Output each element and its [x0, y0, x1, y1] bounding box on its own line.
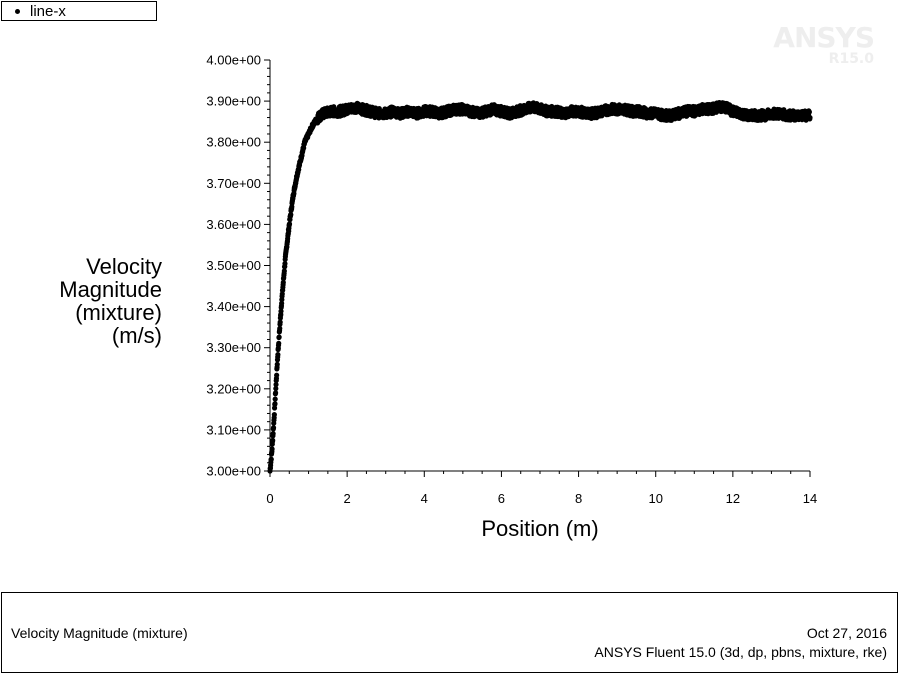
data-point — [274, 361, 280, 367]
ansys-watermark: ANSYS R15.0 — [760, 21, 875, 67]
data-point — [281, 268, 287, 274]
data-point — [273, 390, 279, 396]
x-tick-label: 12 — [726, 491, 740, 506]
y-axis-ticks: 3.00e+00 3.10e+00 3.20e+00 3.30e+00 3.40e+00… — [206, 53, 270, 479]
legend-marker-dot-icon — [15, 8, 20, 14]
y-axis-label-line: Magnitude — [59, 277, 162, 302]
footer-variable-name: Velocity Magnitude (mixture) — [11, 625, 188, 641]
x-axis-ticks: 0 2 4 6 8 10 12 14 — [266, 471, 817, 506]
data-point — [273, 381, 279, 388]
data-point — [282, 260, 288, 267]
y-tick-label: 3.80e+00 — [206, 135, 261, 150]
data-point — [270, 437, 276, 443]
data-point — [272, 396, 278, 402]
x-tick-label: 6 — [498, 491, 505, 506]
watermark-version: R15.0 — [828, 51, 874, 67]
chart-axes — [269, 60, 810, 472]
x-tick-label: 2 — [344, 491, 351, 506]
data-point — [270, 431, 276, 437]
y-tick-label: 3.30e+00 — [206, 340, 261, 355]
data-point — [807, 114, 813, 121]
y-tick-label: 3.10e+00 — [206, 422, 261, 437]
y-axis-label-line: (mixture) — [75, 300, 162, 325]
data-series-line-x — [267, 99, 813, 474]
data-point — [286, 221, 293, 227]
data-point — [269, 446, 275, 452]
footer-solver-info: ANSYS Fluent 15.0 (3d, dp, pbns, mixture… — [594, 644, 887, 660]
data-point — [274, 372, 280, 378]
data-point — [273, 385, 279, 392]
y-tick-label: 3.20e+00 — [206, 381, 261, 396]
data-point — [280, 279, 286, 286]
data-point — [279, 300, 285, 306]
data-point — [271, 412, 277, 418]
info-footer-box: Velocity Magnitude (mixture) Oct 27, 201… — [1, 592, 898, 673]
x-tick-label: 4 — [421, 491, 428, 506]
data-point — [268, 456, 274, 462]
y-axis-label-line: (m/s) — [111, 323, 162, 348]
data-point — [270, 425, 277, 431]
legend-entry-line-x: line-x — [30, 2, 66, 20]
data-point — [277, 325, 283, 332]
chart-legend: line-x — [1, 1, 157, 21]
x-tick-label: 14 — [803, 491, 817, 506]
data-point — [275, 352, 281, 358]
data-point — [276, 340, 282, 346]
data-point — [288, 211, 294, 218]
x-tick-label: 8 — [575, 491, 582, 506]
x-axis-label: Position (m) — [481, 516, 599, 541]
data-point — [806, 109, 812, 115]
y-tick-label: 3.90e+00 — [206, 94, 261, 109]
data-point — [376, 105, 382, 112]
y-tick-label: 3.00e+00 — [206, 464, 261, 479]
y-tick-label: 3.60e+00 — [206, 217, 261, 232]
x-tick-label: 0 — [266, 491, 273, 506]
y-tick-label: 3.70e+00 — [206, 176, 261, 191]
footer-date: Oct 27, 2016 — [806, 625, 887, 641]
data-point — [277, 319, 283, 325]
data-point — [276, 334, 282, 340]
y-tick-label: 3.40e+00 — [206, 299, 261, 314]
watermark-brand: ANSYS — [773, 21, 875, 54]
x-tick-label: 10 — [648, 491, 662, 506]
y-tick-label: 3.50e+00 — [206, 258, 261, 273]
y-axis-label: Velocity Magnitude (mixture) (m/s) — [20, 255, 162, 347]
y-tick-label: 4.00e+00 — [206, 53, 261, 68]
y-axis-label-line: Velocity — [86, 254, 162, 279]
data-point — [272, 401, 278, 407]
